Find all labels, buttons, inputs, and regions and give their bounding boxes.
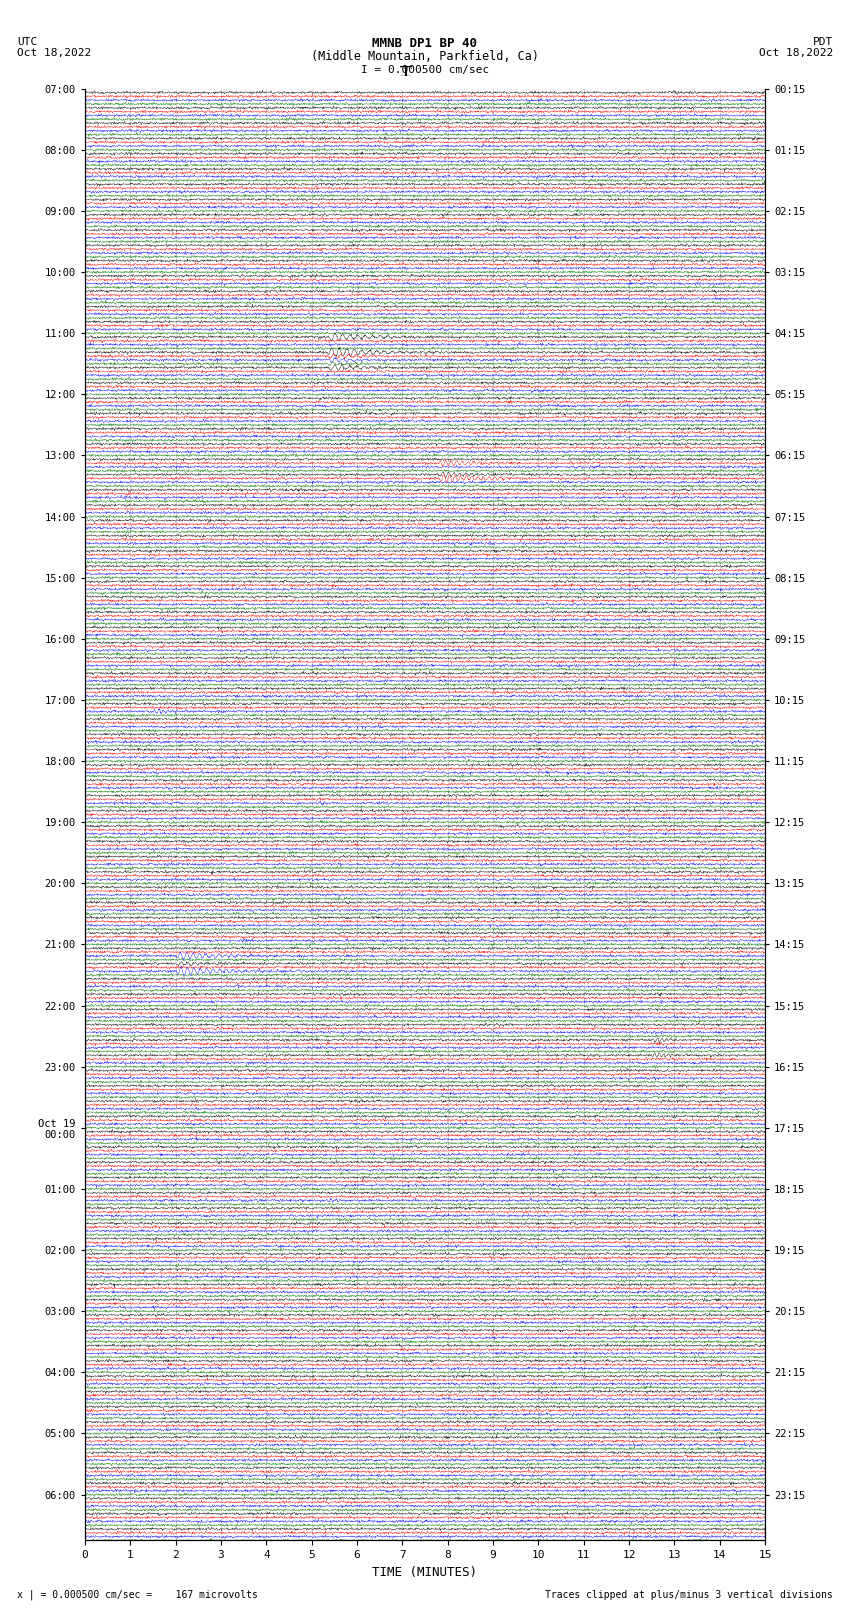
Text: Oct 18,2022: Oct 18,2022 xyxy=(17,48,91,58)
Text: PDT: PDT xyxy=(813,37,833,47)
Text: (Middle Mountain, Parkfield, Ca): (Middle Mountain, Parkfield, Ca) xyxy=(311,50,539,63)
Text: x | = 0.000500 cm/sec =    167 microvolts: x | = 0.000500 cm/sec = 167 microvolts xyxy=(17,1589,258,1600)
Text: MMNB DP1 BP 40: MMNB DP1 BP 40 xyxy=(372,37,478,50)
Text: Oct 18,2022: Oct 18,2022 xyxy=(759,48,833,58)
X-axis label: TIME (MINUTES): TIME (MINUTES) xyxy=(372,1566,478,1579)
Text: UTC: UTC xyxy=(17,37,37,47)
Text: I = 0.000500 cm/sec: I = 0.000500 cm/sec xyxy=(361,65,489,74)
Text: Traces clipped at plus/minus 3 vertical divisions: Traces clipped at plus/minus 3 vertical … xyxy=(545,1590,833,1600)
